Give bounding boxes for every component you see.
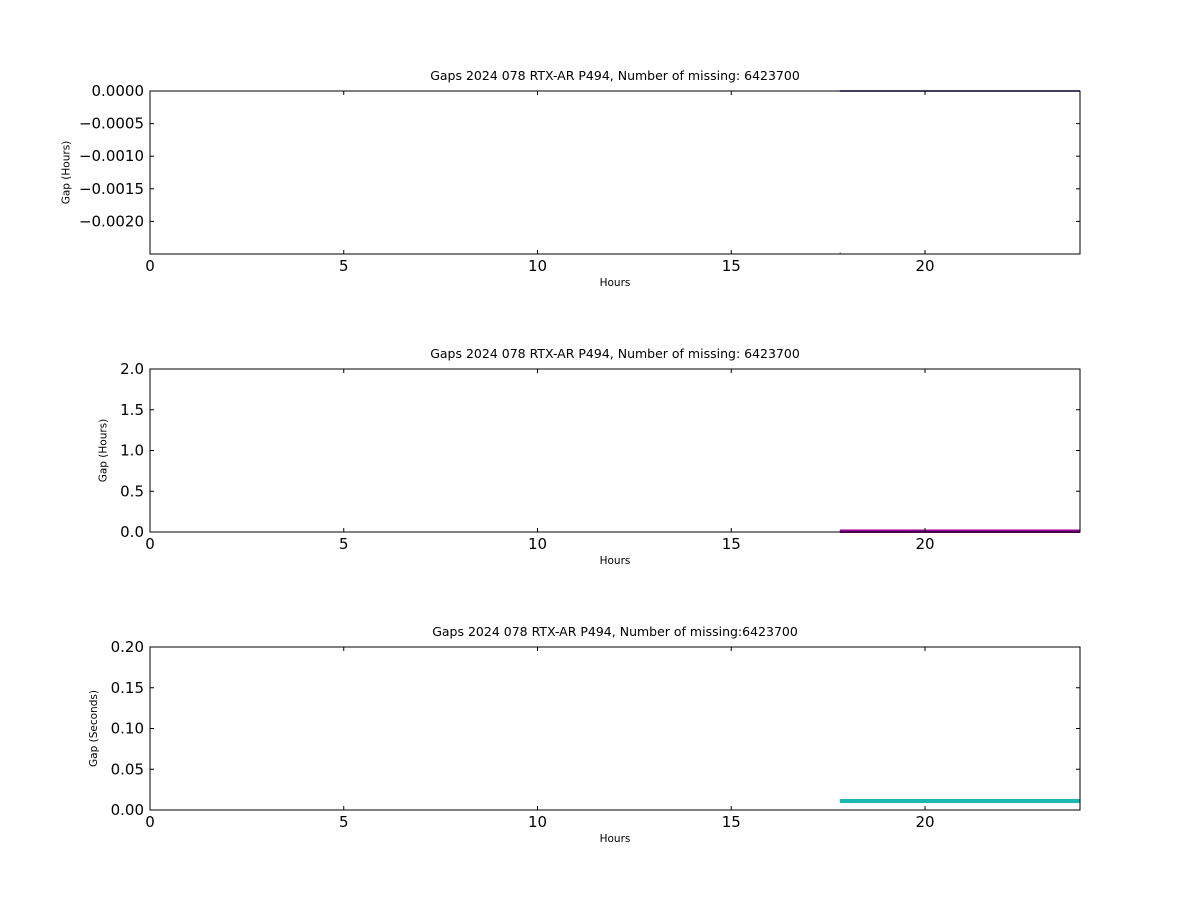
x-tick-label: 0 — [145, 813, 155, 831]
x-tick-label: 5 — [339, 813, 349, 831]
y-tick-label: 0.15 — [111, 679, 144, 697]
y-tick-label: 1.5 — [120, 401, 144, 419]
y-tick-label: 0.10 — [111, 720, 144, 738]
x-tick-label: 15 — [722, 257, 741, 275]
chart-title: Gaps 2024 078 RTX-AR P494, Number of mis… — [432, 624, 798, 639]
x-tick-label: 0 — [145, 535, 155, 553]
x-tick-label: 5 — [339, 535, 349, 553]
plot-frame — [149, 90, 1081, 255]
y-axis-label: Gap (Hours) — [97, 419, 109, 483]
y-tick-label: −0.0005 — [79, 115, 144, 133]
y-tick-label: 0.0 — [120, 523, 144, 541]
plot-frame — [149, 646, 1081, 811]
plot-frame — [149, 368, 1081, 533]
y-tick-label: 0.05 — [111, 760, 144, 778]
y-axis-label: Gap (Seconds) — [88, 690, 100, 767]
chart-panel-1: 0 5 10 15 20 0.0000 −0.0005 −0.0010 −0.0015 −0.00… — [61, 68, 1081, 289]
chart-title: Gaps 2024 078 RTX-AR P494, Number of mis… — [430, 68, 800, 83]
x-tick-label: 20 — [915, 257, 934, 275]
y-tick-label: −0.0010 — [79, 147, 144, 165]
y-axis-label: Gap (Hours) — [61, 141, 73, 205]
chart-panel-3: 0 5 10 15 20 0.00 0.05 0.10 0.15 0.20 Gaps 2024 07… — [88, 624, 1081, 845]
x-tick-label: 5 — [339, 257, 349, 275]
y-tick-label: 0.0000 — [92, 82, 145, 100]
x-tick-label: 10 — [528, 813, 547, 831]
chart-panel-2: 0 5 10 15 20 0.0 0.5 1.0 1.5 2.0 Gaps 2024 078 RTX… — [97, 346, 1081, 567]
x-tick-label: 15 — [722, 813, 741, 831]
x-tick-label: 15 — [722, 535, 741, 553]
x-tick-label: 10 — [528, 257, 547, 275]
x-axis-label: Hours — [600, 277, 631, 289]
x-tick-label: 20 — [915, 535, 934, 553]
x-axis-label: Hours — [600, 555, 631, 567]
y-tick-label: 1.0 — [120, 442, 144, 460]
y-tick-label: −0.0020 — [79, 212, 144, 230]
chart-title: Gaps 2024 078 RTX-AR P494, Number of mis… — [430, 346, 800, 361]
x-tick-label: 0 — [145, 257, 155, 275]
y-tick-label: 0.00 — [111, 801, 144, 819]
y-tick-label: −0.0015 — [79, 180, 144, 198]
x-tick-label: 10 — [528, 535, 547, 553]
y-tick-label: 0.5 — [120, 482, 144, 500]
y-tick-label: 2.0 — [120, 360, 144, 378]
x-tick-label: 20 — [915, 813, 934, 831]
x-axis-label: Hours — [600, 833, 631, 845]
y-tick-label: 0.20 — [111, 638, 144, 656]
